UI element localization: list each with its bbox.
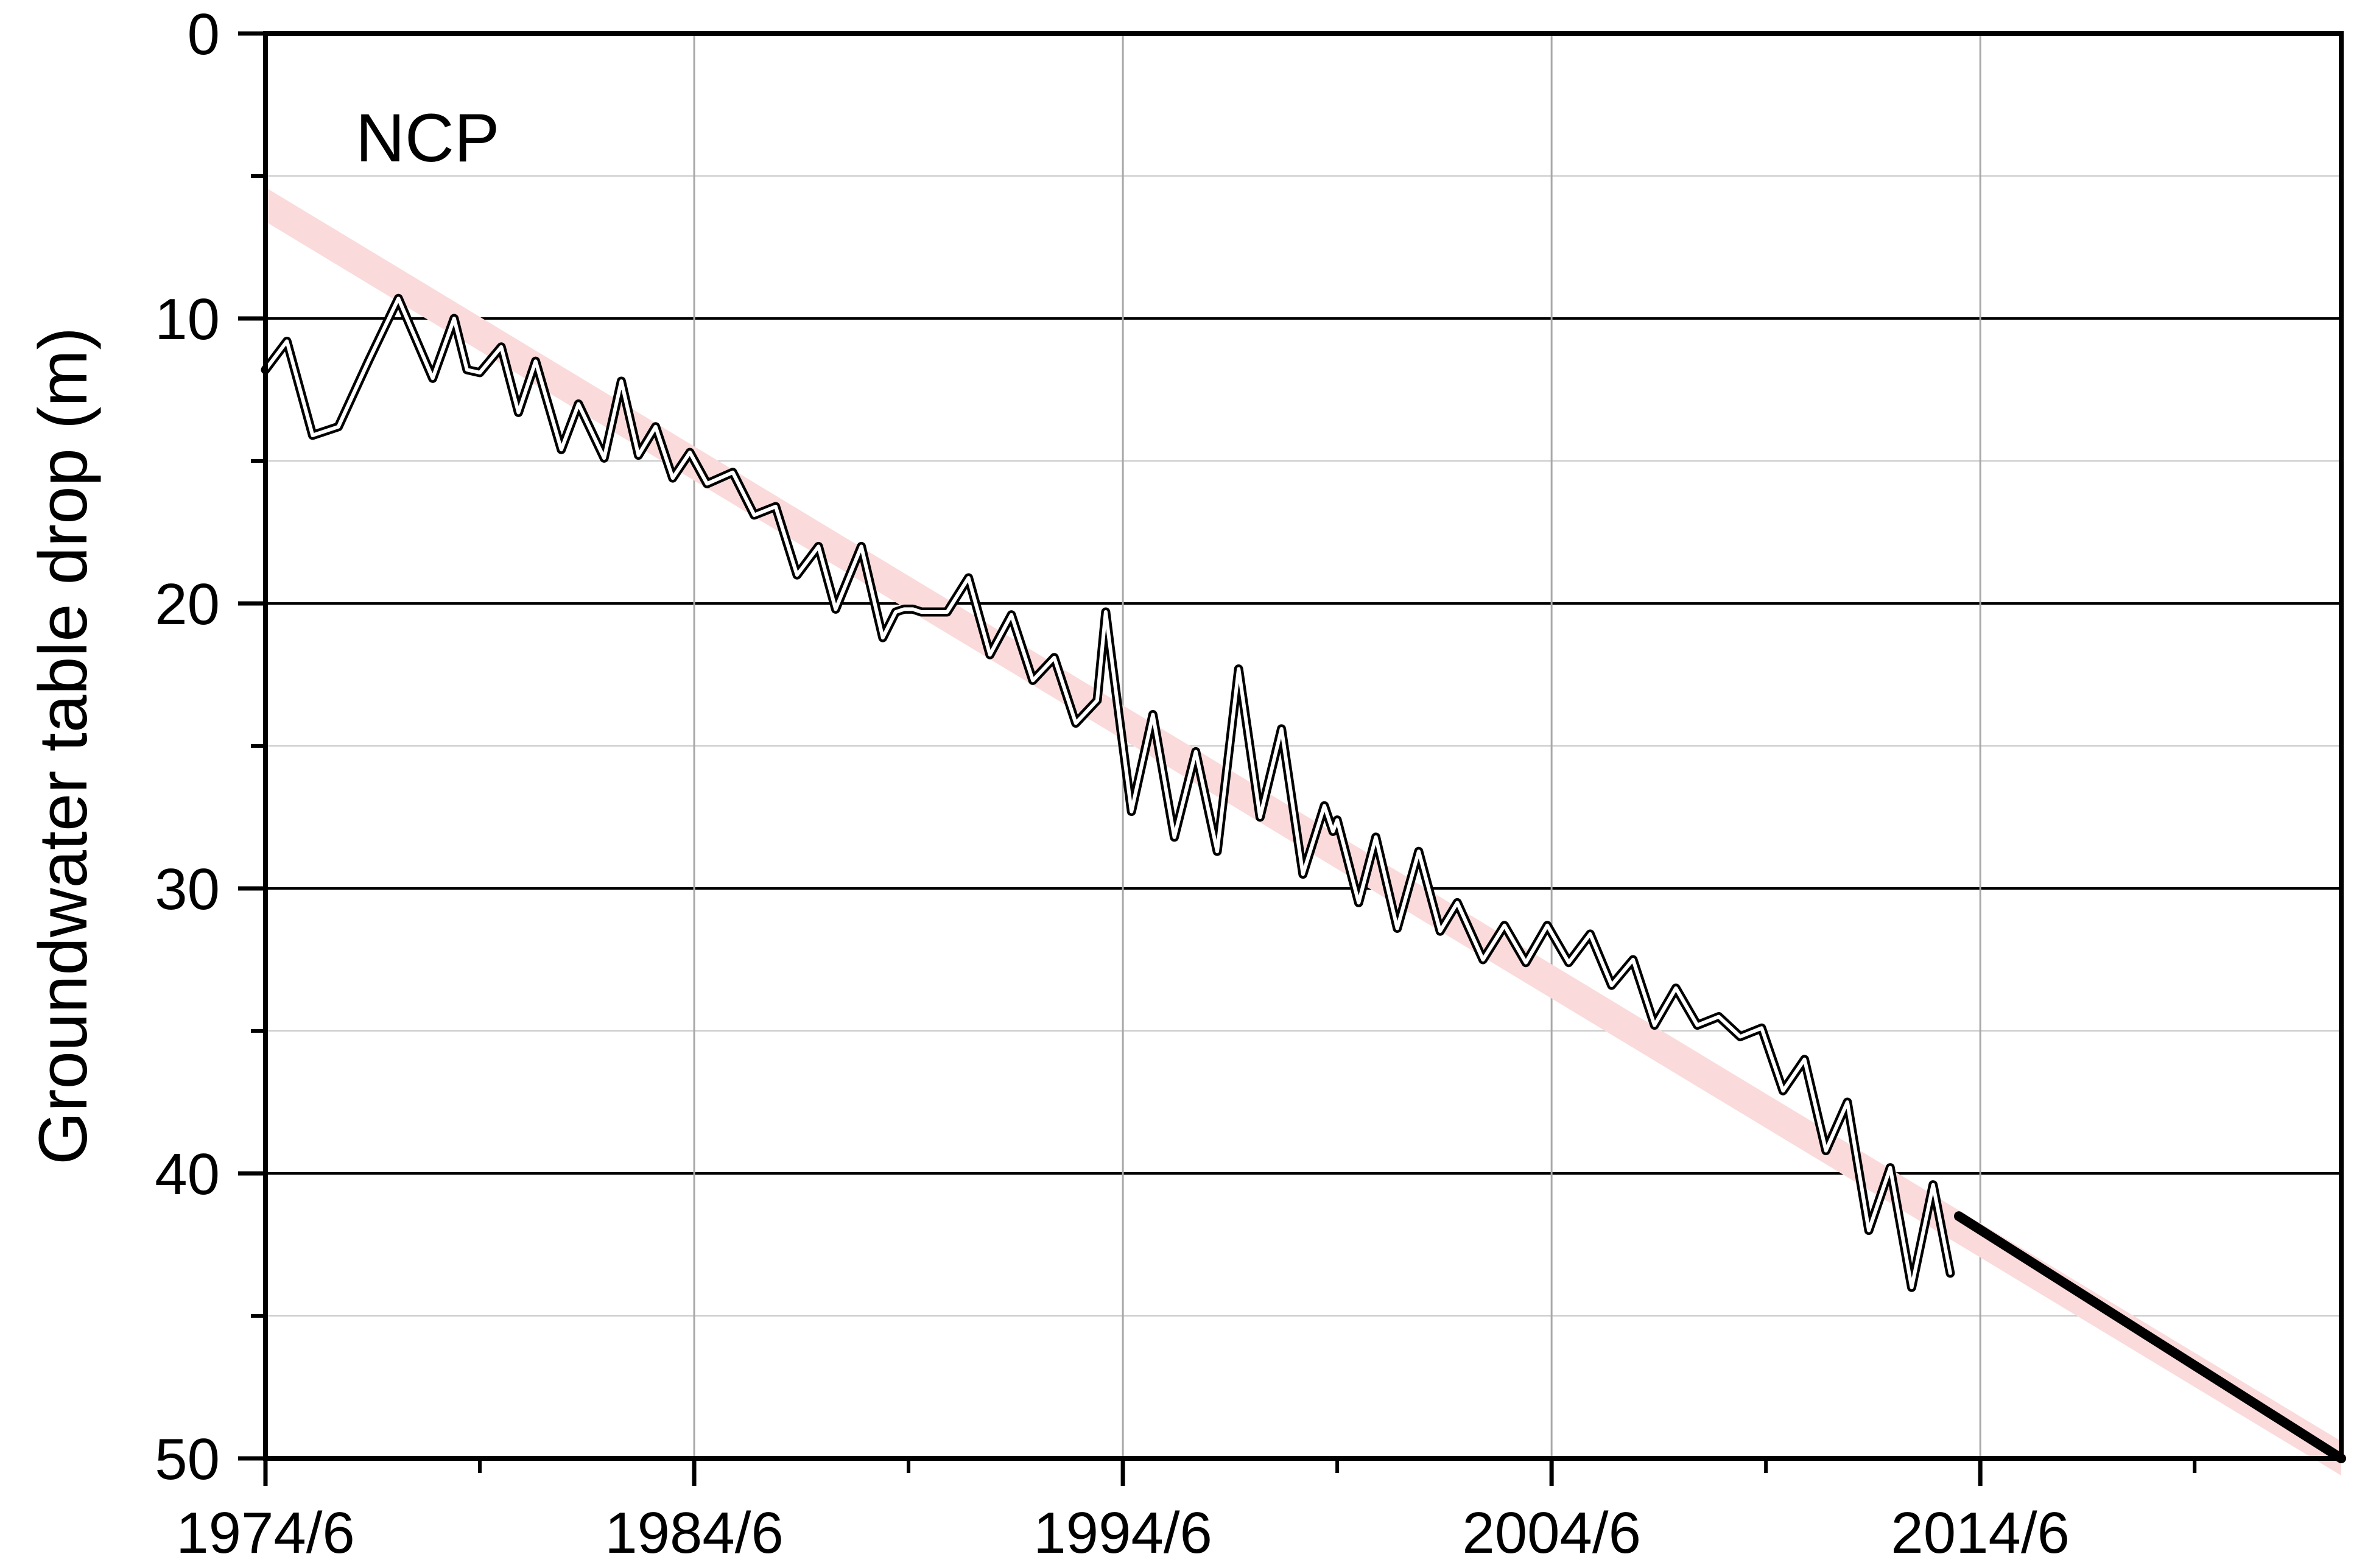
y-tick-label: 0: [188, 2, 220, 67]
y-axis-title: Groundwater table drop (m): [25, 327, 101, 1165]
x-tick-label: 2004/6: [1462, 1500, 1641, 1566]
x-tick-label: 1984/6: [605, 1500, 784, 1566]
trend-band: [265, 187, 2341, 1476]
projection-line: [1953, 1211, 2346, 1463]
y-tick-label: 40: [155, 1142, 220, 1207]
labels-layer: NCP Groundwater table drop (m) 0 10 20 30 40…: [25, 2, 2070, 1566]
series-layer: [261, 294, 2346, 1463]
observed-series-inner: [264, 297, 1952, 1290]
x-tick-label: 2014/6: [1891, 1500, 2070, 1566]
axes-layer: [238, 31, 2344, 1486]
grid-lines: [265, 33, 2341, 1458]
x-tick-label: 1994/6: [1033, 1500, 1212, 1566]
y-tick-label: 10: [155, 287, 220, 352]
y-tick-label: 50: [155, 1427, 220, 1492]
y-tick-label: 30: [155, 857, 220, 922]
trend-band-layer: [265, 187, 2341, 1476]
y-tick-label: 20: [155, 572, 220, 637]
panel-label: NCP: [356, 100, 499, 176]
x-tick-label: 1974/6: [176, 1500, 355, 1566]
